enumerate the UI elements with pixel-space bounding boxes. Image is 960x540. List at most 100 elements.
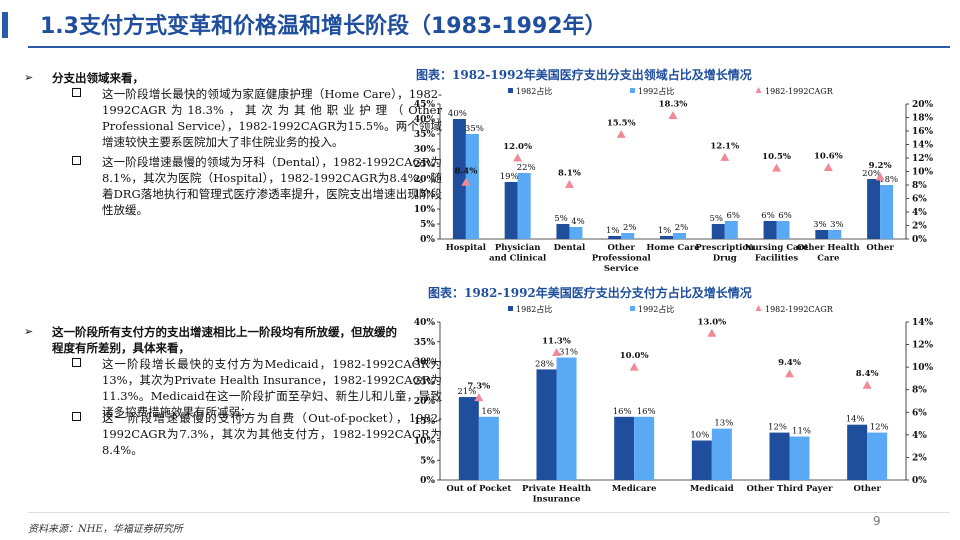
right-tick-label: 6%	[912, 408, 927, 418]
cagr-label: 8.4%	[856, 369, 879, 379]
bar-1982	[452, 119, 466, 239]
cagr-marker	[785, 369, 794, 378]
bar-label-1992: 11%	[792, 427, 811, 437]
category-label: Nursing Care	[745, 243, 809, 253]
left-tick-label: 5%	[420, 456, 435, 466]
bar-label-1992: 31%	[559, 348, 578, 358]
bar-1982	[847, 424, 868, 480]
square-bullet-icon	[72, 358, 81, 367]
cagr-label: 12.1%	[710, 141, 739, 151]
bar-1992	[569, 227, 583, 239]
cagr-marker	[823, 162, 833, 171]
left-tick-label: 5%	[420, 220, 435, 230]
right-tick-label: 0%	[912, 235, 927, 245]
bar-label-1982: 1%	[606, 226, 620, 236]
cagr-marker	[668, 110, 678, 119]
left-tick-label: 20%	[414, 397, 436, 407]
category-label: Insurance	[533, 495, 581, 505]
right-tick-label: 16%	[912, 127, 934, 137]
right-tick-label: 18%	[912, 114, 934, 124]
square-bullet-icon	[72, 88, 81, 97]
cagr-marker	[474, 393, 484, 402]
left-tick-label: 25%	[414, 160, 436, 170]
cagr-marker	[564, 179, 574, 188]
category-label: Facilities	[755, 254, 799, 264]
cagr-label: 13.0%	[697, 317, 726, 327]
cagr-label: 10.6%	[814, 151, 843, 161]
bar-label-1982: 6%	[761, 211, 775, 221]
legend-label-1982: 1982占比	[516, 86, 552, 96]
left-tick-label: 0%	[420, 476, 435, 486]
bar-label-1982: 12%	[768, 423, 787, 433]
bar-1982	[691, 440, 712, 480]
cagr-marker	[616, 129, 626, 138]
cagr-marker	[513, 153, 523, 162]
bar-label-1992: 12%	[870, 423, 889, 433]
right-tick-label: 12%	[912, 154, 934, 164]
arrow-bullet-icon: ➢	[24, 71, 34, 84]
legend-swatch-1982	[508, 88, 513, 93]
bar-label-1982: 19%	[500, 172, 519, 182]
chart1-title: 图表：1982-1992年美国医疗支出分支出领域占比及增长情况	[416, 68, 752, 82]
right-tick-label: 10%	[912, 168, 934, 178]
page-number: 9	[873, 514, 881, 528]
bar-1982	[608, 236, 622, 239]
chart-spending-by-category: 0% 5% 10% 15% 20% 25% 30% 35% 40% 45% 0% 2% 4% 6% 8% 10…	[414, 86, 934, 274]
category-label: Physician	[495, 243, 541, 253]
legend-label-1992: 1992占比	[638, 304, 674, 314]
left-tick-label: 20%	[414, 175, 436, 185]
bar-label-1982: 16%	[613, 407, 632, 417]
section1-heading: 分支出领域来看，	[52, 71, 144, 85]
category-label: Dental	[554, 243, 586, 253]
legend-swatch-1982	[508, 306, 513, 311]
cagr-label: 15.5%	[607, 118, 636, 128]
bar-1992	[465, 134, 479, 239]
bar-label-1982: 20%	[862, 169, 881, 179]
bar-1992	[621, 233, 635, 239]
legend-swatch-cagr	[755, 305, 762, 311]
left-tick-label: 15%	[414, 417, 436, 427]
left-tick-label: 30%	[414, 145, 436, 155]
bar-1982	[660, 236, 673, 239]
bar-label-1992: 16%	[637, 407, 656, 417]
legend-swatch-cagr	[755, 87, 762, 93]
right-tick-label: 2%	[912, 453, 927, 463]
bar-1992	[880, 185, 894, 239]
bar-1982	[504, 182, 518, 239]
section1-item-1-text: 这一阶段增长最快的领域为家庭健康护理（Home Care），1982-1992C…	[102, 87, 442, 149]
bar-label-1992: 3%	[830, 220, 844, 230]
category-label: Other	[608, 243, 636, 253]
right-tick-label: 6%	[912, 195, 927, 205]
bar-label-1982: 10%	[690, 431, 709, 441]
section1-item-2-text: 这一阶段增速最慢的领域为牙科（Dental），1982-1992CAGR为8.1…	[102, 155, 442, 217]
category-label: Prescription	[695, 243, 754, 253]
right-tick-label: 12%	[912, 341, 934, 351]
left-tick-label: 25%	[414, 377, 436, 387]
section2-heading: 这一阶段所有支付方的支出增速相比上一阶段均有所放缓，但放缓的程度有所差别，具体来…	[52, 325, 397, 355]
right-tick-label: 4%	[912, 431, 927, 441]
bar-1992	[478, 416, 499, 480]
bar-label-1982: 3%	[813, 220, 827, 230]
bar-label-1992: 22%	[517, 163, 536, 173]
cagr-label: 8.1%	[558, 168, 581, 178]
left-tick-label: 15%	[414, 190, 436, 200]
cagr-label: 12.0%	[503, 142, 532, 152]
bar-1992	[556, 357, 577, 480]
bar-label-1992: 16%	[481, 407, 500, 417]
bar-label-1982: 1%	[658, 226, 672, 236]
cagr-marker	[772, 163, 782, 172]
left-tick-label: 10%	[414, 437, 436, 447]
bar-1992	[776, 221, 790, 239]
cagr-marker	[875, 172, 885, 181]
left-tick-label: 0%	[420, 235, 435, 245]
cagr-marker	[552, 347, 561, 356]
legend-swatch-1992	[630, 88, 635, 93]
cagr-label: 7.3%	[467, 382, 490, 392]
right-tick-label: 0%	[912, 476, 927, 486]
left-tick-label: 35%	[414, 338, 436, 348]
category-label: Other Health	[797, 243, 860, 253]
bar-1992	[634, 416, 655, 480]
bar-label-1982: 28%	[535, 359, 554, 369]
cagr-label: 10.5%	[762, 152, 791, 162]
right-tick-label: 20%	[912, 100, 934, 110]
